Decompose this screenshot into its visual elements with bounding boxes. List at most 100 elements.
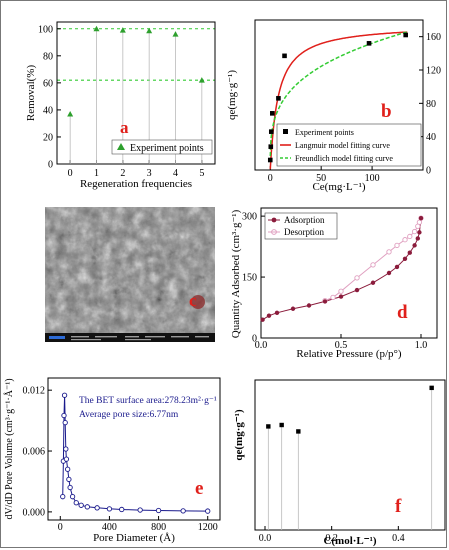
chart-d-legend-desorption: Desorption [284,227,324,237]
y-tick-label: 150 [242,273,257,284]
x-tick-label: 2 [120,168,125,179]
adsorption-point [407,250,412,255]
chart-d-ylabel: Quantity Adsorbed (cm³·g⁻¹) [230,209,242,338]
y-tick-label: 60 [43,78,53,89]
chart-b-xlabel: Ce(mg·L⁻¹) [312,181,365,193]
x-tick-label: 0 [68,168,73,179]
y-tick-label: 80 [43,51,53,62]
pore-data-point [61,392,68,398]
chart-b-legend-experiment: Experiment points [295,128,354,137]
adsorption-point [394,264,400,270]
panel-label-e: e [195,478,203,499]
chart-b-isotherm: 0 40 80 120 160 0 50 100 Experiment points Lang… [226,19,441,193]
pore-data-point [69,494,76,500]
experiment-point [268,144,274,149]
pore-data-point [63,456,70,462]
x-tick-label: 100 [365,173,380,184]
pore-data-point [65,466,71,472]
data-point [266,424,271,429]
experiment-point [366,41,372,46]
chart-d-legend-adsorption: Adsorption [284,215,325,225]
sem-label-marker [191,295,205,309]
chart-a-plot-frame [56,21,216,165]
y-tick-label: 100 [38,24,53,35]
pore-data-point [60,494,66,500]
pore-data-point [119,506,125,513]
desorption-point [411,228,418,235]
pore-data-point [155,507,162,514]
chart-e-annotation-bet: The BET surface area:278.23m²·g⁻¹ [79,395,217,406]
pore-data-point [61,412,67,419]
data-point [198,77,205,83]
adsorption-point [418,215,424,221]
desorption-point [338,288,344,294]
x-tick-label: 1.0 [415,340,428,351]
pore-data-point [205,508,211,514]
chart-e-annotation-pore-size: Average pore size:6.77nm [79,410,179,420]
panel-label-d: d [397,302,408,323]
x-tick-label: 0 [268,173,273,184]
y-tick-label: 40 [426,132,436,143]
adsorption-point [260,317,265,322]
data-point [119,27,126,33]
chart-d-legend: Adsorption Desorption [264,212,338,240]
x-tick-label: 5 [199,168,204,179]
y-tick-label: 160 [426,32,441,43]
desorption-point [386,249,392,255]
chart-f-ionic-strength: 0.0 0.2 0.4 f C(mol·L⁻¹) qe(mg·g⁻¹) [233,379,446,547]
pore-data-point [180,508,186,514]
pore-data-point [106,506,113,512]
chart-e-xlabel: Pore Diameter (Å) [93,532,175,544]
chart-a-ylabel: Removal(%) [25,65,37,122]
sem-micrograph-image: c [45,207,215,342]
x-tick-label: 0.0 [259,533,272,544]
adsorption-point [274,310,280,316]
legend-desorption-marker [271,229,277,235]
chart-b-legend: Experiment points Langmuir model fitting… [276,123,422,167]
x-tick-label: 3 [147,168,152,179]
chart-f-plot-frame [254,379,446,531]
experiment-point [276,96,281,101]
adsorption-point [412,243,417,248]
pore-data-point [63,446,69,452]
pore-data-point [62,419,68,426]
x-tick-label: 800 [151,522,166,533]
y-tick-label: 0.012 [23,386,46,397]
desorption-point [407,233,413,240]
x-tick-label: 4 [173,168,178,179]
pore-data-point [137,507,143,513]
desorption-point [370,262,376,268]
desorption-point [330,294,336,301]
adsorption-point [402,256,408,261]
data-point [67,110,74,117]
chart-f-ylabel: qe(mg·g⁻¹) [233,409,245,461]
desorption-point [415,223,421,229]
y-tick-label: 0 [48,160,53,171]
adsorption-point [417,230,422,235]
adsorption-point [370,280,376,285]
data-point [429,385,434,391]
data-point [296,429,301,434]
chart-e-plot-frame [47,377,221,521]
adsorption-point [290,306,296,311]
adsorption-point [338,294,344,299]
sem-texture [45,207,215,342]
chart-e-pore-distribution: 0.000 0.006 0.012 0 400 800 1200 The BET surfa… [3,377,221,544]
chart-d-xlabel: Relative Pressure (p/p°) [296,348,402,360]
x-tick-label: 400 [102,522,117,533]
legend-square-marker [283,129,288,134]
x-tick-label: 50 [316,173,326,184]
desorption-point [354,275,360,281]
experiment-point [270,111,275,116]
data-point [279,422,284,428]
desorption-point [402,237,408,243]
y-tick-label: 20 [43,132,53,143]
adsorption-point [306,303,312,308]
data-point [146,27,153,34]
y-tick-label: 0 [426,166,431,177]
desorption-point [394,242,400,249]
pore-data-point [73,500,79,506]
experiment-point [282,53,287,59]
panel-label-b: b [381,101,392,122]
